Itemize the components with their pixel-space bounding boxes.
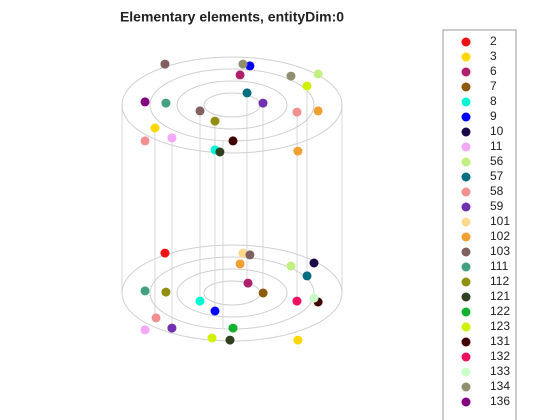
legend-label: 103 [490, 244, 510, 258]
legend-label: 6 [490, 64, 497, 78]
point [245, 61, 255, 71]
point [167, 133, 177, 143]
point [195, 296, 205, 306]
legend-marker [461, 67, 471, 77]
legend-label: 57 [490, 169, 504, 183]
chart-title: Elementary elements, entityDim:0 [120, 9, 344, 25]
point [215, 147, 225, 157]
legend-label: 134 [490, 379, 510, 393]
point [238, 248, 248, 258]
legend-marker [461, 277, 471, 287]
point [225, 335, 235, 345]
legend-marker [461, 382, 471, 392]
legend-label: 111 [490, 259, 509, 273]
legend-marker [461, 202, 471, 212]
point [160, 59, 170, 69]
legend-label: 121 [490, 289, 510, 303]
legend-label: 9 [490, 109, 497, 123]
point [242, 88, 252, 98]
point [195, 106, 205, 116]
legend-label: 136 [490, 394, 510, 408]
legend-marker [461, 82, 471, 92]
legend-marker [461, 322, 471, 332]
legend-marker [461, 397, 471, 407]
point [302, 271, 312, 281]
legend-label: 2 [490, 34, 497, 48]
point [151, 313, 161, 323]
legend-marker [461, 97, 471, 107]
point [140, 325, 150, 335]
point [258, 288, 268, 298]
point [309, 258, 319, 268]
legend-marker [461, 337, 471, 347]
legend-marker [461, 217, 471, 227]
legend-box [442, 29, 517, 420]
legend-label: 133 [490, 364, 510, 378]
legend-marker [461, 262, 471, 272]
point [235, 259, 245, 269]
point [309, 293, 319, 303]
legend-label: 56 [490, 154, 504, 168]
point [238, 59, 248, 69]
legend-label: 11 [490, 139, 503, 153]
legend-marker [461, 157, 471, 167]
point [245, 250, 255, 260]
legend-marker [461, 52, 471, 62]
legend-label: 8 [490, 94, 497, 108]
legend-label: 10 [490, 124, 504, 138]
legend-marker [461, 37, 471, 47]
legend-marker [461, 127, 471, 137]
point [293, 335, 303, 345]
point [302, 81, 312, 91]
legend-label: 7 [490, 79, 497, 93]
legend-marker [461, 232, 471, 242]
point [140, 286, 150, 296]
legend-label: 102 [490, 229, 510, 243]
legend-label: 112 [490, 274, 509, 288]
legend-label: 58 [490, 184, 504, 198]
legend-marker [461, 307, 471, 317]
point [228, 323, 238, 333]
legend-label: 123 [490, 319, 510, 333]
legend-label: 101 [490, 214, 510, 228]
point [161, 287, 171, 297]
point [140, 97, 150, 107]
point [160, 248, 170, 258]
point [228, 136, 238, 146]
legend-marker [461, 367, 471, 377]
point [292, 107, 302, 117]
point [258, 98, 268, 108]
legend-marker [461, 187, 471, 197]
legend-label: 59 [490, 199, 504, 213]
point [293, 146, 303, 156]
legend-marker [461, 112, 471, 122]
point [150, 123, 160, 133]
point [235, 70, 245, 80]
point [140, 136, 150, 146]
point [210, 116, 220, 126]
legend-marker [461, 142, 471, 152]
point [313, 106, 323, 116]
point [210, 306, 220, 316]
point [286, 261, 296, 271]
legend-marker [461, 247, 471, 257]
point [286, 71, 296, 81]
legend-label: 131 [490, 334, 510, 348]
legend-marker [461, 292, 471, 302]
point [167, 323, 177, 333]
point [161, 98, 171, 108]
point [292, 296, 302, 306]
point [207, 333, 217, 343]
point [313, 69, 323, 79]
legend-label: 3 [490, 49, 497, 63]
legend-label: 132 [490, 349, 510, 363]
point [243, 278, 253, 288]
legend-marker [461, 352, 471, 362]
legend-marker [461, 172, 471, 182]
legend-label: 122 [490, 304, 510, 318]
